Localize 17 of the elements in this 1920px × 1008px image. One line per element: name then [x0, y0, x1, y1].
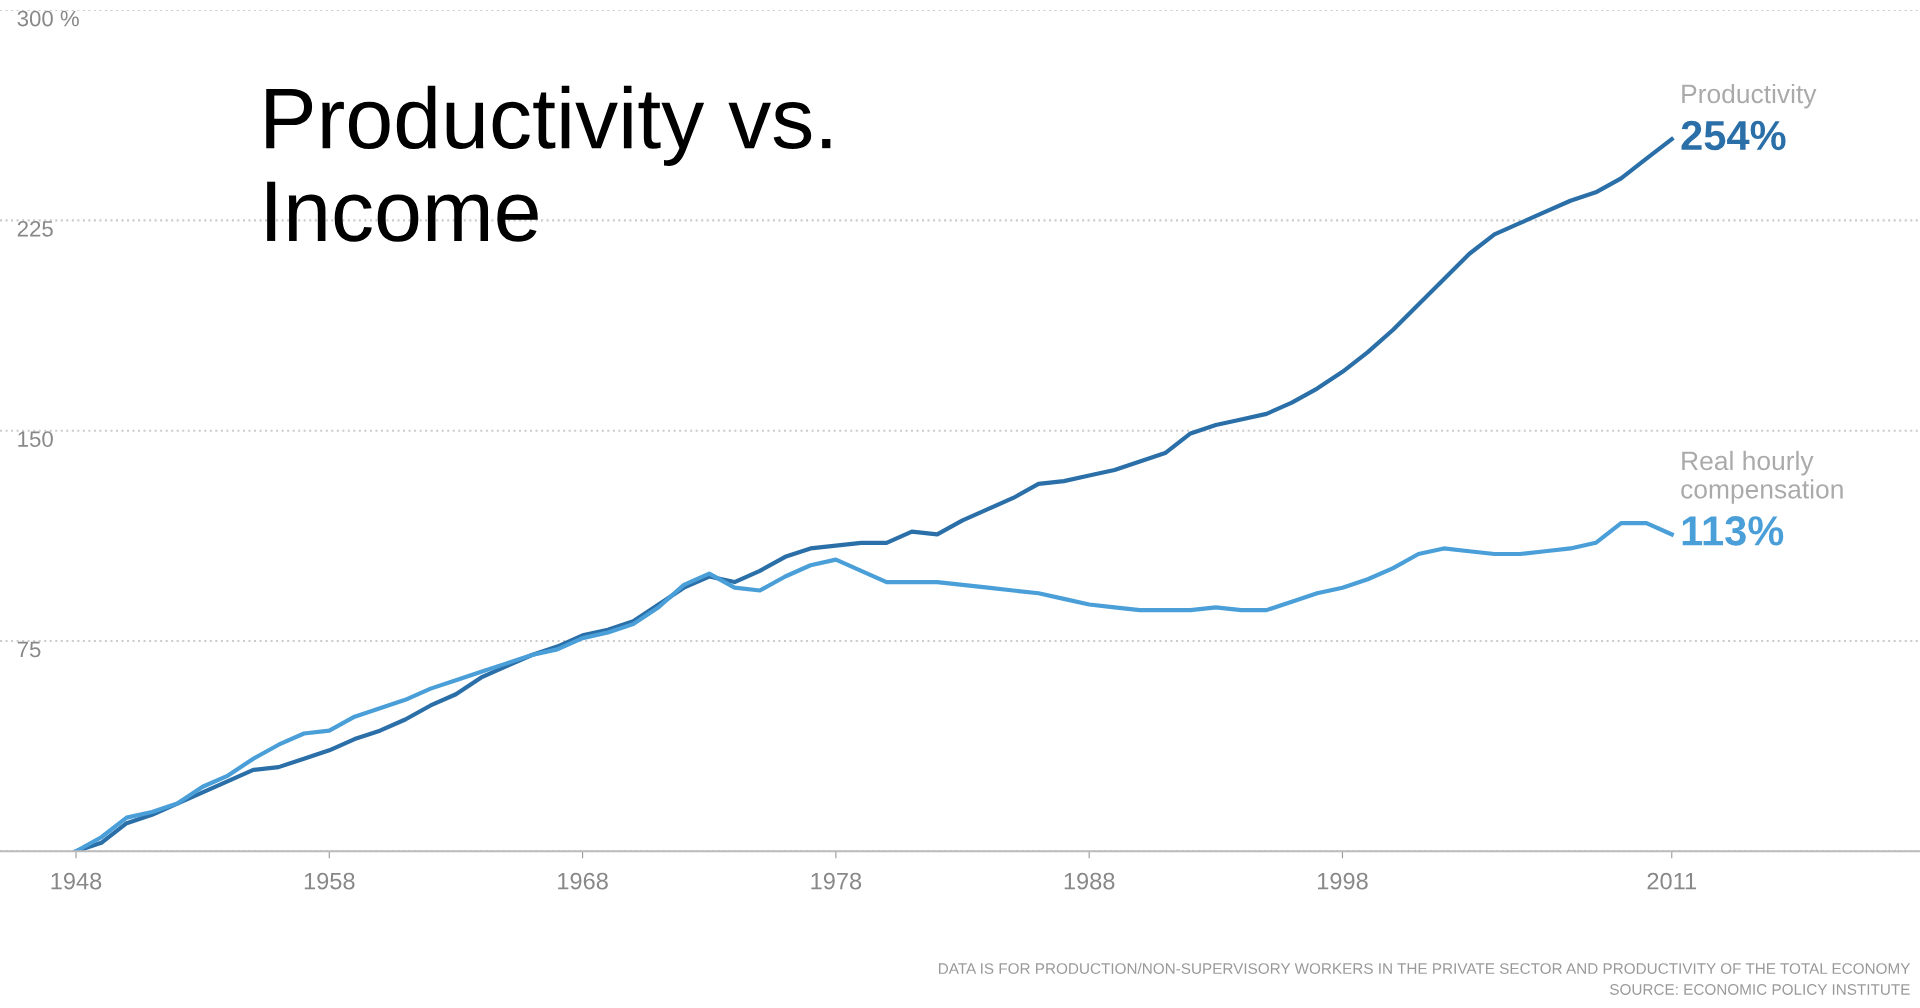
- series-label: Productivity: [1682, 83, 1817, 109]
- x-tick-label: 1948: [51, 872, 102, 890]
- text: DATA IS FOR PRODUCTION/NON-SUPERVISORY WORKERS IN THE PRIVATE SECTOR AND PRODUCTIVITY OF THE TOTAL ECONOMY SOURCE: ECONOMIC POLICY INSTITUTE: [938, 962, 1911, 995]
- y-tick-label: 225: [17, 220, 53, 237]
- text: Productivity vs. Income: [266, 85, 831, 242]
- data-label: 113%: [1682, 516, 1784, 546]
- series-label: Real hourly compensation: [1681, 450, 1843, 504]
- x-tick-label: 1968: [558, 872, 608, 890]
- x-tick-label: 1988: [1064, 872, 1115, 890]
- x-tick-label: 1978: [811, 872, 862, 890]
- y-tick-label: 150: [18, 431, 53, 447]
- y-tick-label: 75: [17, 641, 41, 658]
- x-tick-label: 1998: [1318, 872, 1368, 890]
- x-tick-label: 1958: [304, 872, 355, 890]
- x-tick-label: 2011: [1647, 872, 1697, 890]
- y-tick-label: 300 %: [17, 10, 79, 27]
- data-label: 254%: [1681, 120, 1786, 151]
